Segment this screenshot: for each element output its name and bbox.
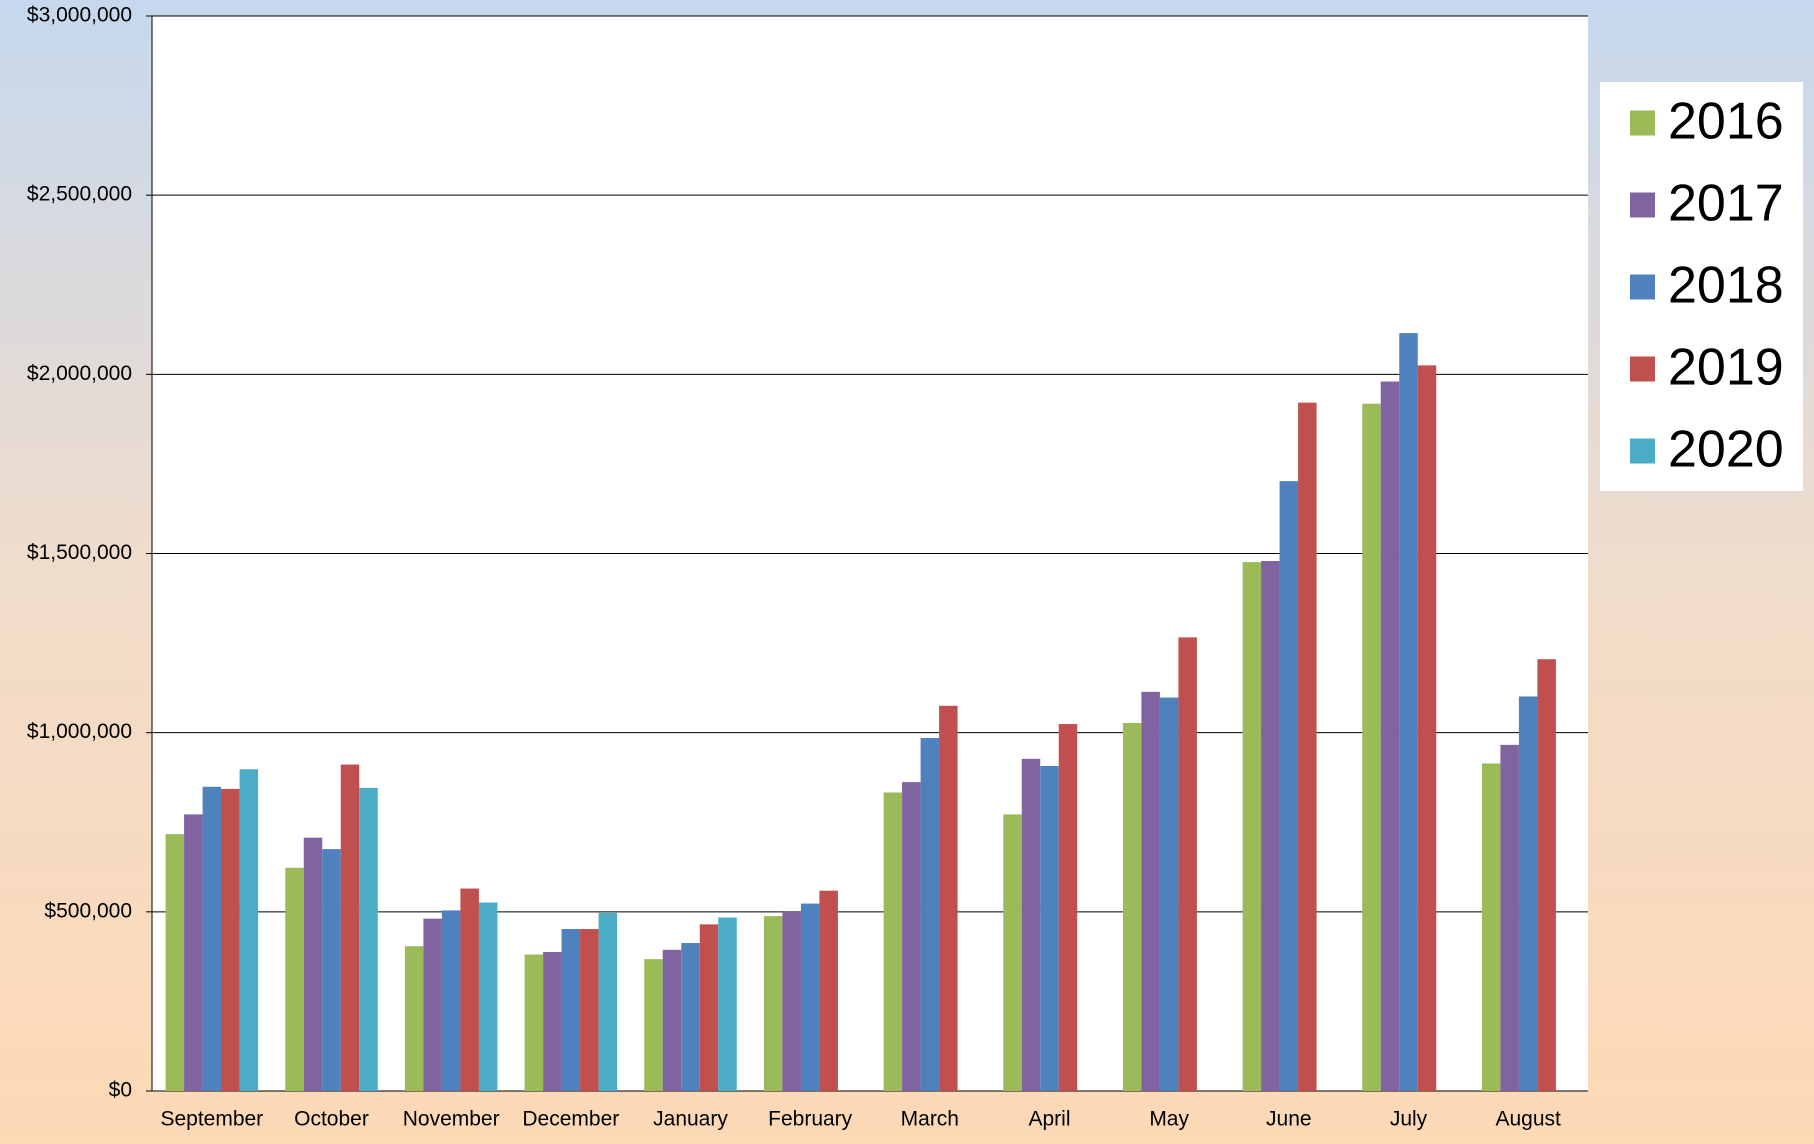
bar [1122, 722, 1142, 1091]
x-tick-label: February [768, 1108, 853, 1131]
x-tick-label: June [1266, 1108, 1312, 1131]
bar [1040, 765, 1059, 1091]
x-tick-label: May [1149, 1108, 1189, 1131]
bar [340, 764, 360, 1091]
bar [1279, 481, 1299, 1091]
bar [902, 782, 921, 1091]
legend-swatch [1630, 356, 1655, 382]
bar [478, 902, 498, 1091]
bar [598, 912, 618, 1091]
bar [303, 837, 323, 1091]
bar [1537, 659, 1556, 1091]
bar [1362, 403, 1381, 1091]
bar [1058, 724, 1078, 1091]
bar [239, 769, 259, 1091]
bar [423, 918, 442, 1091]
bar [1500, 744, 1519, 1091]
bar [662, 949, 682, 1091]
x-tick-label: October [294, 1108, 369, 1131]
bar [580, 929, 599, 1091]
bar [404, 946, 424, 1091]
legend-label: 2016 [1668, 93, 1784, 151]
bar [819, 890, 838, 1091]
bar [221, 788, 240, 1091]
y-tick-label: $2,500,000 [27, 183, 132, 206]
bar [782, 911, 801, 1091]
x-tick-label: August [1495, 1108, 1561, 1131]
bar [543, 951, 562, 1091]
y-tick-label: $2,000,000 [27, 362, 132, 385]
bar [1003, 814, 1022, 1091]
bar [359, 787, 378, 1091]
bar [1518, 696, 1538, 1091]
legend-label: 2018 [1668, 257, 1784, 315]
legend-swatch [1630, 110, 1655, 136]
bar [1242, 562, 1262, 1091]
bar [322, 849, 341, 1091]
x-tick-label: November [403, 1108, 500, 1131]
legend-swatch [1630, 438, 1655, 464]
bar [883, 792, 903, 1091]
bar [1159, 697, 1179, 1091]
bar [939, 705, 958, 1091]
bar [920, 738, 940, 1091]
bar [184, 814, 203, 1091]
y-tick-label: $500,000 [44, 899, 132, 922]
y-tick-label: $1,000,000 [27, 720, 132, 743]
bar [285, 867, 304, 1091]
x-tick-label: March [901, 1108, 959, 1131]
x-tick-label: January [653, 1108, 728, 1131]
y-tick-label: $1,500,000 [27, 541, 132, 564]
legend-label: 2019 [1668, 339, 1784, 397]
bar [441, 910, 461, 1091]
bar [699, 924, 719, 1091]
bar [1298, 402, 1317, 1091]
bar [202, 786, 222, 1091]
bar [1178, 637, 1197, 1091]
x-tick-label: April [1028, 1108, 1070, 1131]
bar [1399, 333, 1418, 1091]
bar [800, 903, 820, 1091]
bar [1261, 561, 1280, 1091]
bar [763, 916, 783, 1091]
legend-swatch [1630, 274, 1655, 300]
bar [524, 954, 544, 1091]
bar [1417, 365, 1437, 1091]
bar [561, 929, 581, 1091]
bar [1481, 763, 1501, 1091]
legend-swatch [1630, 192, 1655, 218]
y-tick-label: $3,000,000 [27, 4, 132, 27]
bar [681, 943, 700, 1091]
bar [644, 959, 663, 1091]
bar [1021, 758, 1041, 1091]
bar [1380, 381, 1400, 1091]
legend-label: 2017 [1668, 175, 1784, 233]
bar [460, 888, 479, 1091]
legend-label: 2020 [1668, 421, 1784, 479]
x-tick-label: September [160, 1108, 263, 1131]
bar [1141, 691, 1160, 1091]
y-tick-label: $0 [109, 1079, 132, 1102]
bar [718, 917, 737, 1091]
x-tick-label: December [522, 1108, 619, 1131]
x-tick-label: July [1390, 1108, 1428, 1131]
bar [165, 834, 185, 1091]
